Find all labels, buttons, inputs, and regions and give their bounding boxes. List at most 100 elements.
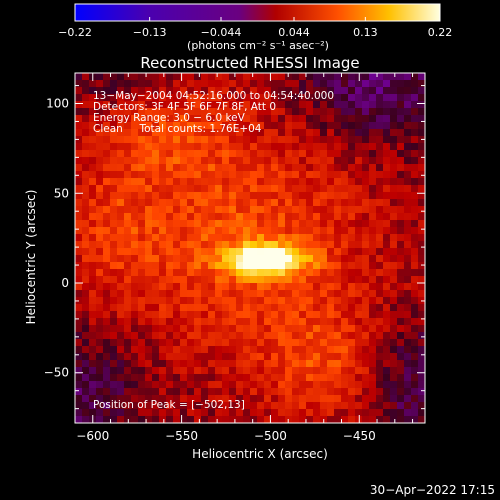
heatmap-cell: [404, 416, 412, 424]
heatmap-cell: [96, 178, 104, 186]
heatmap-cell: [236, 241, 244, 249]
heatmap-cell: [110, 122, 118, 130]
heatmap-cell: [82, 367, 90, 375]
heatmap-cell: [96, 129, 104, 137]
heatmap-cell: [117, 325, 125, 333]
heatmap-cell: [131, 87, 139, 95]
heatmap-cell: [355, 367, 363, 375]
heatmap-cell: [306, 80, 314, 88]
heatmap-cell: [110, 255, 118, 263]
heatmap-cell: [194, 409, 202, 417]
heatmap-cell: [418, 213, 426, 221]
heatmap-cell: [285, 178, 293, 186]
heatmap-cell: [313, 374, 321, 382]
heatmap-cell: [117, 199, 125, 207]
heatmap-cell: [159, 185, 167, 193]
heatmap-cell: [236, 136, 244, 144]
heatmap-cell: [369, 199, 377, 207]
heatmap-cell: [299, 171, 307, 179]
heatmap-cell: [222, 220, 230, 228]
heatmap-cell: [75, 290, 83, 298]
heatmap-cell: [215, 388, 223, 396]
heatmap-cell: [236, 199, 244, 207]
heatmap-cell: [208, 395, 216, 403]
heatmap-cell: [117, 339, 125, 347]
heatmap-cell: [334, 129, 342, 137]
heatmap-cell: [355, 262, 363, 270]
heatmap-cell: [369, 87, 377, 95]
heatmap-cell: [75, 409, 83, 417]
heatmap-cell: [138, 220, 146, 228]
heatmap-cell: [404, 171, 412, 179]
heatmap-cell: [117, 206, 125, 214]
heatmap-cell: [292, 227, 300, 235]
heatmap-cell: [173, 248, 181, 256]
heatmap-cell: [82, 101, 90, 109]
heatmap-cell: [397, 388, 405, 396]
heatmap-cell: [117, 395, 125, 403]
heatmap-cell: [341, 283, 349, 291]
heatmap-cell: [138, 115, 146, 123]
heatmap-cell: [187, 255, 195, 263]
heatmap-cell: [397, 290, 405, 298]
heatmap-cell: [271, 416, 279, 424]
heatmap-cell: [362, 115, 370, 123]
heatmap-cell: [285, 185, 293, 193]
heatmap-cell: [299, 73, 307, 81]
heatmap-cell: [278, 318, 286, 326]
heatmap-cell: [236, 87, 244, 95]
heatmap-cell: [390, 164, 398, 172]
heatmap-cell: [411, 290, 419, 298]
heatmap-cell: [145, 297, 153, 305]
heatmap-cell: [208, 171, 216, 179]
colorbar-units-label: (photons cm⁻² s⁻¹ asec⁻²): [187, 39, 329, 52]
heatmap-cell: [82, 185, 90, 193]
heatmap-cell: [306, 255, 314, 263]
heatmap-cell: [376, 101, 384, 109]
heatmap-cell: [152, 360, 160, 368]
heatmap-cell: [96, 290, 104, 298]
heatmap-cell: [75, 213, 83, 221]
heatmap-cell: [180, 227, 188, 235]
heatmap-cell: [397, 199, 405, 207]
heatmap-cell: [271, 108, 279, 116]
heatmap-cell: [334, 178, 342, 186]
heatmap-cell: [369, 115, 377, 123]
heatmap-cell: [383, 318, 391, 326]
heatmap-cell: [320, 213, 328, 221]
heatmap-cell: [383, 185, 391, 193]
heatmap-cell: [418, 318, 426, 326]
heatmap-cell: [243, 318, 251, 326]
heatmap-cell: [229, 122, 237, 130]
heatmap-cell: [187, 227, 195, 235]
heatmap-cell: [194, 416, 202, 424]
heatmap-cell: [369, 416, 377, 424]
heatmap-cell: [397, 339, 405, 347]
heatmap-cell: [257, 171, 265, 179]
heatmap-cell: [355, 101, 363, 109]
heatmap-cell: [250, 80, 258, 88]
heatmap-cell: [397, 178, 405, 186]
heatmap-cell: [110, 192, 118, 200]
heatmap-cell: [334, 206, 342, 214]
heatmap-cell: [243, 290, 251, 298]
heatmap-cell: [411, 374, 419, 382]
heatmap-cell: [383, 87, 391, 95]
heatmap-cell: [145, 94, 153, 102]
heatmap-cell: [390, 241, 398, 249]
heatmap-cell: [103, 255, 111, 263]
heatmap-cell: [236, 283, 244, 291]
heatmap-cell: [355, 332, 363, 340]
heatmap-cell: [117, 234, 125, 242]
heatmap-cell: [285, 108, 293, 116]
heatmap-cell: [180, 241, 188, 249]
heatmap-cell: [75, 304, 83, 312]
heatmap-cell: [362, 255, 370, 263]
heatmap-cell: [243, 381, 251, 389]
heatmap-cell: [320, 171, 328, 179]
heatmap-cell: [208, 178, 216, 186]
heatmap-cell: [292, 178, 300, 186]
heatmap-cell: [285, 255, 293, 263]
heatmap-cell: [306, 108, 314, 116]
heatmap-cell: [201, 416, 209, 424]
